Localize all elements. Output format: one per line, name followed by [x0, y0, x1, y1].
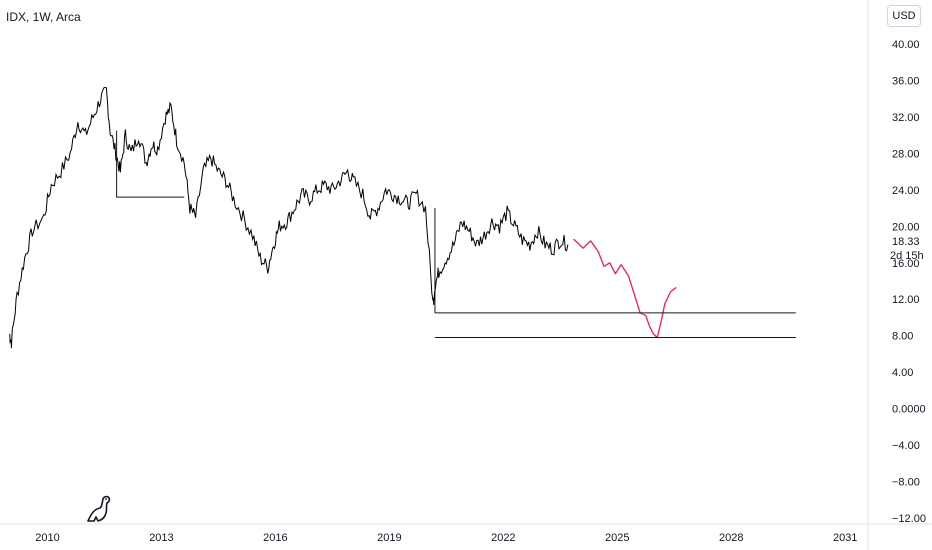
x-tick-label: 2028: [719, 532, 743, 544]
last-price-label: 18.33 2d 15h: [890, 236, 924, 262]
y-tick-label: 24.00: [892, 185, 920, 197]
y-tick-label: 40.00: [892, 39, 920, 51]
x-tick-label: 2022: [491, 532, 515, 544]
y-tick-label: 28.00: [892, 148, 920, 160]
symbol-title: IDX, 1W, Arca: [6, 10, 81, 24]
plot-area: [9, 86, 796, 349]
x-tick-label: 2010: [35, 532, 59, 544]
currency-button[interactable]: USD: [887, 5, 921, 27]
price-series-line: [9, 86, 569, 349]
bracket-line[interactable]: [116, 130, 185, 198]
x-tick-label: 2019: [377, 532, 401, 544]
y-tick-label: −8.00: [892, 477, 920, 489]
y-tick-label: 0.0000: [892, 404, 926, 416]
y-tick-label: 12.00: [892, 294, 920, 306]
x-tick-label: 2013: [149, 532, 173, 544]
y-tick-label: −12.00: [892, 513, 926, 525]
x-axis: 2010 2013 2016 2019 2022 2025 2028 2031: [0, 523, 932, 544]
y-tick-label: 20.00: [892, 221, 920, 233]
y-tick-label: 36.00: [892, 75, 920, 87]
last-price-value: 18.33: [892, 236, 920, 248]
y-tick-label: 4.00: [892, 367, 913, 379]
tradingview-dino-icon[interactable]: [86, 494, 112, 522]
y-tick-label: 8.00: [892, 331, 913, 343]
y-axis: 40.00 36.00 32.00 28.00 24.00 20.00 16.00 12.00…: [867, 0, 926, 550]
bar-countdown: 2d 15h: [890, 250, 924, 262]
x-tick-label: 2025: [605, 532, 629, 544]
x-tick-label: 2031: [833, 532, 857, 544]
y-tick-label: −4.00: [892, 440, 920, 452]
y-tick-label: 32.00: [892, 112, 920, 124]
y-tick-label: 16.00: [892, 258, 920, 270]
projection-line: [573, 238, 677, 339]
x-tick-label: 2016: [263, 532, 287, 544]
